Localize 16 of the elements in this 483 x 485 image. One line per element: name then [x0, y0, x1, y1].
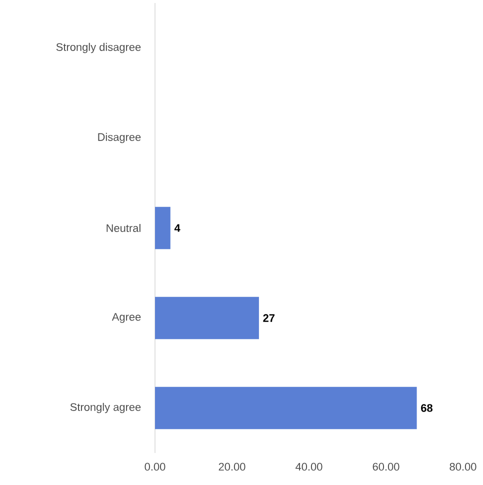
- x-tick-label: 80.00: [450, 462, 476, 471]
- x-tick-label: 0.00: [144, 462, 166, 471]
- x-tick-label: 40.00: [296, 462, 322, 471]
- bar: [155, 296, 259, 340]
- data-label: 68: [421, 404, 432, 412]
- x-tick-label: 60.00: [372, 462, 400, 471]
- y-tick-label: Disagree: [98, 132, 141, 144]
- y-tick-label: Strongly disagree: [56, 42, 141, 54]
- data-label: 27: [263, 314, 275, 322]
- x-tick-label: 20.00: [218, 462, 246, 471]
- bar: [155, 386, 417, 430]
- y-tick-label: Agree: [112, 313, 141, 323]
- bar: [155, 206, 170, 250]
- y-tick-label: Neutral: [106, 224, 140, 232]
- y-tick-label: Strongly agree: [70, 402, 141, 414]
- data-label: 4: [174, 224, 180, 232]
